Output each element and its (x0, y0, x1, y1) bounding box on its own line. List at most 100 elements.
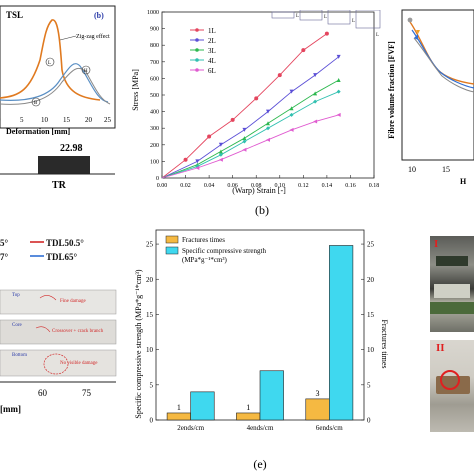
x-tick-label: 0.04 (204, 183, 215, 189)
y2-tick-label: 15 (367, 311, 375, 319)
marker-b (31, 97, 41, 107)
test-photo-i: I (430, 236, 474, 332)
bar-strength-0 (190, 391, 215, 421)
x-tick-label: 0.14 (322, 183, 333, 189)
sample-photo-bottom (0, 349, 117, 377)
fvf-tick-10: 10 (408, 165, 416, 174)
fvf-point-orange (416, 30, 420, 34)
panel-top-left: TSL (b) Zig-zag effect L H B 0 5 10 15 2… (0, 5, 116, 190)
bar-value: 22.98 (60, 143, 83, 154)
schematic-4 (355, 10, 381, 29)
bottom-mid-caption: (e) (253, 457, 266, 471)
x-tick-label: 0.12 (298, 183, 309, 189)
legend-label-1L: 1L (208, 27, 216, 35)
legend-swatch-fractures (165, 235, 179, 244)
sample-photo-core (0, 319, 117, 345)
point-2L (266, 109, 270, 114)
point-2L (313, 73, 318, 78)
compressive-bar-chart: 0 5 10 15 20 25 0 5 10 15 20 25 1 2ends/cm 1 4ends/cm 3… (134, 229, 389, 471)
damage-arc-2 (35, 326, 51, 333)
tl-tick-3: 15 (63, 116, 71, 124)
point-2L (242, 127, 247, 132)
point-6L (266, 137, 270, 142)
point-1L (324, 31, 329, 36)
damage-arc-1 (39, 295, 57, 301)
stress-chart-schematics: L L L L (271, 10, 381, 38)
point-4L (218, 152, 223, 157)
tr-bar (38, 156, 90, 174)
fvf-curve-grey (413, 37, 474, 93)
legend-label-3L: 3L (208, 47, 216, 55)
point-1L (254, 96, 259, 101)
stress-chart-ylabel: Stress [MPa] (131, 69, 140, 111)
tl-tick-2: 10 (41, 116, 49, 124)
fvf-xlabel: H (460, 177, 467, 186)
stress-chart-legend: 1L 2L 3L 4L 6L (190, 27, 216, 75)
bar-data-label-1: 1 (246, 403, 250, 412)
bar-chart-ylabel: Specific compressive strength (MPa*g⁻¹*c… (134, 269, 143, 419)
top-mid-caption: (b) (255, 203, 269, 217)
point-6L (313, 119, 318, 124)
y-tick-label: 15 (146, 311, 154, 319)
legend-swatch-strength (165, 246, 179, 255)
zigzag-pointer (59, 35, 77, 41)
annotation-fine-damage: Fine damage (60, 299, 86, 304)
bar-chart-bars: 1 2ends/cm 1 4ends/cm 3 6ends/cm (166, 245, 354, 432)
category-label-0: 2ends/cm (177, 424, 204, 432)
point-1L (207, 134, 212, 139)
y-tick-label: 5 (150, 381, 154, 389)
fvf-ylabel: Fibre volume fraction [FVF] (387, 41, 396, 139)
legend-marker-3L (195, 48, 199, 52)
legend-tdl65: TDL65° (46, 252, 78, 262)
x-tick-label: 0.02 (180, 183, 191, 189)
tag-core: Core (12, 323, 23, 328)
top-right-frame (401, 9, 474, 161)
y2-tick-label: 25 (367, 241, 375, 249)
marker-l-label: L (48, 61, 51, 66)
legend-label-strength: Specific compressive strength (182, 247, 266, 255)
y2-tick-label: 5 (367, 381, 371, 389)
y2-tick-label: 0 (367, 417, 371, 425)
grey-curve (0, 67, 111, 105)
legend-tdl505: TDL50.5° (46, 238, 84, 248)
fvf-curve-orange (409, 21, 474, 85)
point-4L (336, 89, 341, 94)
point-1L (183, 157, 188, 162)
tsl-label: TSL (6, 10, 23, 20)
y-tick-label: 600 (150, 76, 159, 82)
series-line-4L (161, 91, 339, 179)
legend-label-fractures: Fractures times (182, 236, 225, 244)
bl-tick-75: 75 (82, 388, 92, 398)
series-line-3L (161, 79, 339, 179)
point-4L (195, 164, 200, 169)
series-line-6L (161, 114, 339, 179)
y-tick-label: 0 (156, 176, 159, 182)
series-line-2L (161, 56, 339, 179)
annotation-no-damage: No visible damage (60, 361, 98, 366)
panel-top-right: Fibre volume fraction [FVF] 10 15 H (387, 9, 474, 186)
point-4L (289, 112, 294, 117)
bar-chart-legend: Fractures times Specific compressive stre… (165, 235, 266, 264)
legend-marker-4L (195, 58, 199, 62)
bar-data-label-2: 3 (316, 389, 320, 398)
legend-label-strength-units: (MPa*g⁻¹*cm³) (182, 256, 227, 264)
x-tick-label: 0.08 (251, 183, 262, 189)
point-3L (218, 149, 223, 154)
point-3L (266, 121, 270, 126)
stress-chart-series (161, 31, 341, 179)
category-label-2: 6ends/cm (316, 424, 343, 432)
y-tick-label: 900 (150, 27, 159, 33)
legend-marker-6L (195, 68, 199, 72)
legend-label-6L: 6L (208, 67, 216, 75)
x-tick-label: 0.06 (227, 183, 238, 189)
point-4L (242, 139, 247, 144)
tl-tick-1: 5 (20, 116, 24, 124)
point-2L (195, 159, 200, 164)
legend-marker-2L (195, 38, 199, 42)
marker-h-label: H (84, 69, 88, 74)
annotation-crossover: Crossover + crack branch (52, 329, 104, 334)
y2-tick-label: 20 (367, 276, 375, 284)
point-2L (218, 142, 223, 147)
point-3L (242, 136, 247, 141)
bar-fractures-1 (236, 412, 261, 421)
